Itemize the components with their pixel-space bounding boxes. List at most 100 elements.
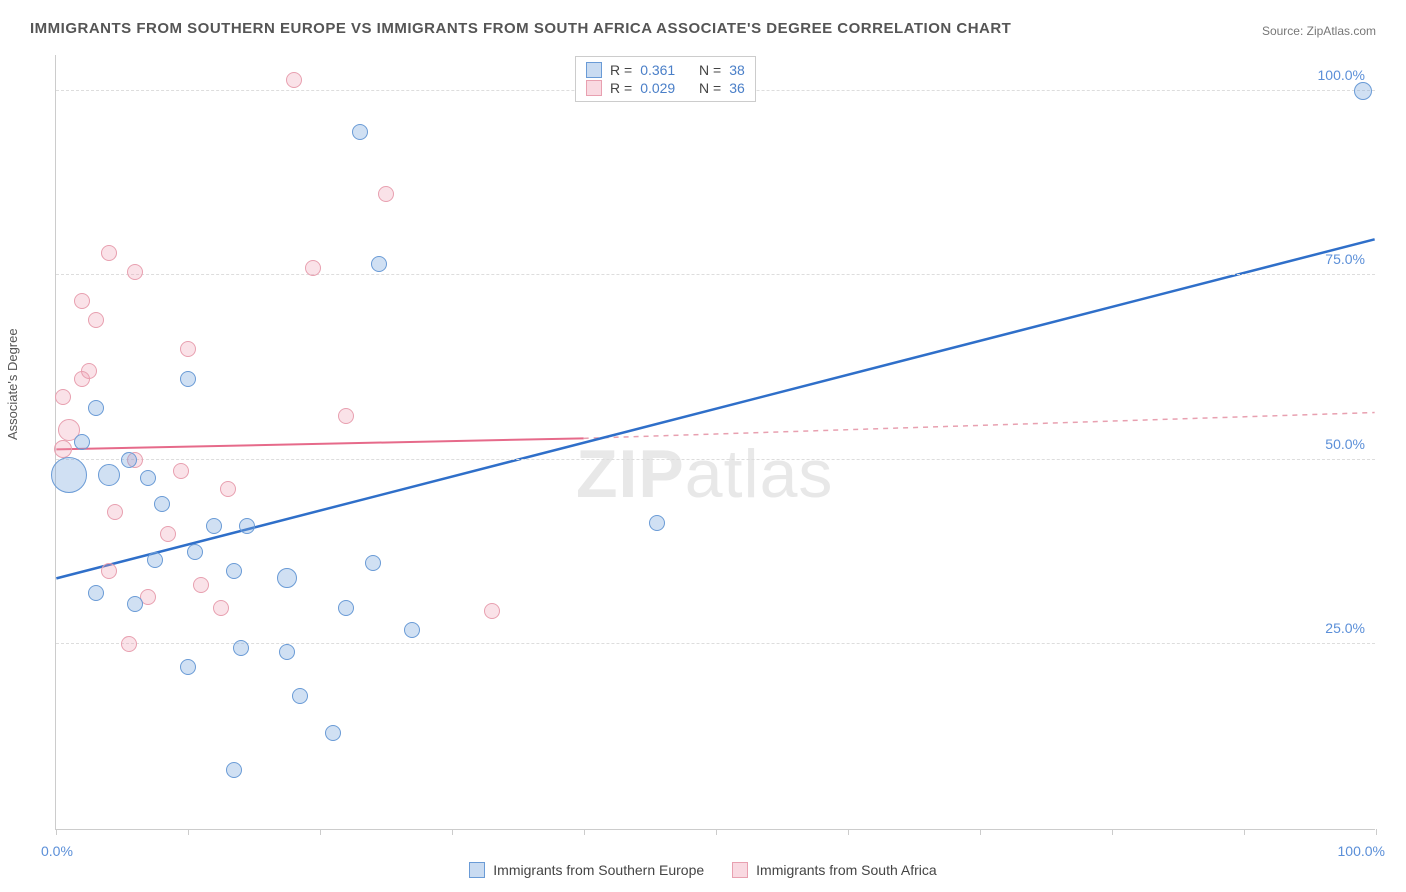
scatter-point bbox=[88, 400, 104, 416]
legend-label-pink: Immigrants from South Africa bbox=[756, 862, 937, 878]
r-value-pink: 0.029 bbox=[640, 80, 675, 96]
x-tick bbox=[584, 829, 585, 835]
scatter-point bbox=[101, 563, 117, 579]
scatter-point bbox=[279, 644, 295, 660]
chart-plot-area: ZIPatlas 0.0% 100.0% 25.0%50.0%75.0%100.… bbox=[55, 55, 1375, 830]
scatter-point bbox=[55, 389, 71, 405]
swatch-blue-icon bbox=[586, 62, 602, 78]
scatter-point bbox=[1354, 82, 1372, 100]
scatter-point bbox=[649, 515, 665, 531]
scatter-point bbox=[484, 603, 500, 619]
scatter-point bbox=[74, 371, 90, 387]
scatter-point bbox=[54, 440, 72, 458]
scatter-point bbox=[140, 470, 156, 486]
scatter-point bbox=[74, 293, 90, 309]
scatter-point bbox=[220, 481, 236, 497]
n-value-pink: 36 bbox=[729, 80, 745, 96]
scatter-point bbox=[226, 762, 242, 778]
gridline bbox=[56, 459, 1375, 460]
legend-item-blue: Immigrants from Southern Europe bbox=[469, 862, 704, 878]
n-value-blue: 38 bbox=[729, 62, 745, 78]
scatter-point bbox=[286, 72, 302, 88]
scatter-point bbox=[98, 464, 120, 486]
y-tick-label: 100.0% bbox=[1318, 67, 1365, 83]
scatter-point bbox=[180, 659, 196, 675]
scatter-point bbox=[127, 596, 143, 612]
scatter-point bbox=[173, 463, 189, 479]
correlation-legend: R = 0.361 N = 38 R = 0.029 N = 36 bbox=[575, 56, 756, 102]
scatter-point bbox=[206, 518, 222, 534]
scatter-point bbox=[277, 568, 297, 588]
scatter-point bbox=[292, 688, 308, 704]
legend-row-pink: R = 0.029 N = 36 bbox=[586, 79, 745, 97]
trend-line bbox=[584, 413, 1375, 439]
scatter-point bbox=[51, 457, 87, 493]
scatter-point bbox=[325, 725, 341, 741]
chart-title: IMMIGRANTS FROM SOUTHERN EUROPE VS IMMIG… bbox=[30, 20, 1011, 37]
scatter-point bbox=[338, 408, 354, 424]
scatter-point bbox=[180, 371, 196, 387]
x-tick bbox=[452, 829, 453, 835]
scatter-point bbox=[213, 600, 229, 616]
scatter-point bbox=[233, 640, 249, 656]
scatter-point bbox=[239, 518, 255, 534]
gridline bbox=[56, 643, 1375, 644]
gridline bbox=[56, 274, 1375, 275]
watermark-bold: ZIP bbox=[576, 436, 685, 512]
n-label: N = bbox=[699, 62, 721, 78]
trend-lines-layer bbox=[56, 55, 1375, 829]
x-tick bbox=[56, 829, 57, 835]
x-tick bbox=[188, 829, 189, 835]
scatter-point bbox=[154, 496, 170, 512]
scatter-point bbox=[121, 636, 137, 652]
x-tick bbox=[1376, 829, 1377, 835]
scatter-point bbox=[74, 434, 90, 450]
x-tick bbox=[716, 829, 717, 835]
x-tick bbox=[1112, 829, 1113, 835]
scatter-point bbox=[147, 552, 163, 568]
scatter-point bbox=[404, 622, 420, 638]
scatter-point bbox=[305, 260, 321, 276]
x-axis-min-label: 0.0% bbox=[41, 843, 73, 859]
scatter-point bbox=[226, 563, 242, 579]
swatch-pink-icon bbox=[732, 862, 748, 878]
scatter-point bbox=[127, 264, 143, 280]
legend-item-pink: Immigrants from South Africa bbox=[732, 862, 937, 878]
scatter-point bbox=[352, 124, 368, 140]
scatter-point bbox=[88, 585, 104, 601]
scatter-point bbox=[371, 256, 387, 272]
scatter-point bbox=[338, 600, 354, 616]
y-axis-label: Associate's Degree bbox=[5, 328, 20, 440]
y-tick-label: 75.0% bbox=[1325, 251, 1365, 267]
source-attribution: Source: ZipAtlas.com bbox=[1262, 24, 1376, 38]
r-label: R = bbox=[610, 80, 632, 96]
r-value-blue: 0.361 bbox=[640, 62, 675, 78]
series-legend: Immigrants from Southern Europe Immigran… bbox=[0, 862, 1406, 878]
x-tick bbox=[848, 829, 849, 835]
swatch-blue-icon bbox=[469, 862, 485, 878]
y-tick-label: 50.0% bbox=[1325, 436, 1365, 452]
x-axis-max-label: 100.0% bbox=[1338, 843, 1385, 859]
swatch-pink-icon bbox=[586, 80, 602, 96]
r-label: R = bbox=[610, 62, 632, 78]
y-tick-label: 25.0% bbox=[1325, 620, 1365, 636]
watermark-light: atlas bbox=[685, 436, 834, 512]
scatter-point bbox=[193, 577, 209, 593]
n-label: N = bbox=[699, 80, 721, 96]
legend-row-blue: R = 0.361 N = 38 bbox=[586, 61, 745, 79]
scatter-point bbox=[187, 544, 203, 560]
source-prefix: Source: bbox=[1262, 24, 1307, 38]
scatter-point bbox=[365, 555, 381, 571]
x-tick bbox=[320, 829, 321, 835]
scatter-point bbox=[88, 312, 104, 328]
x-tick bbox=[1244, 829, 1245, 835]
source-name: ZipAtlas.com bbox=[1307, 24, 1376, 38]
scatter-point bbox=[101, 245, 117, 261]
scatter-point bbox=[180, 341, 196, 357]
x-tick bbox=[980, 829, 981, 835]
scatter-point bbox=[378, 186, 394, 202]
scatter-point bbox=[121, 452, 137, 468]
scatter-point bbox=[160, 526, 176, 542]
legend-label-blue: Immigrants from Southern Europe bbox=[493, 862, 704, 878]
watermark: ZIPatlas bbox=[576, 435, 833, 513]
